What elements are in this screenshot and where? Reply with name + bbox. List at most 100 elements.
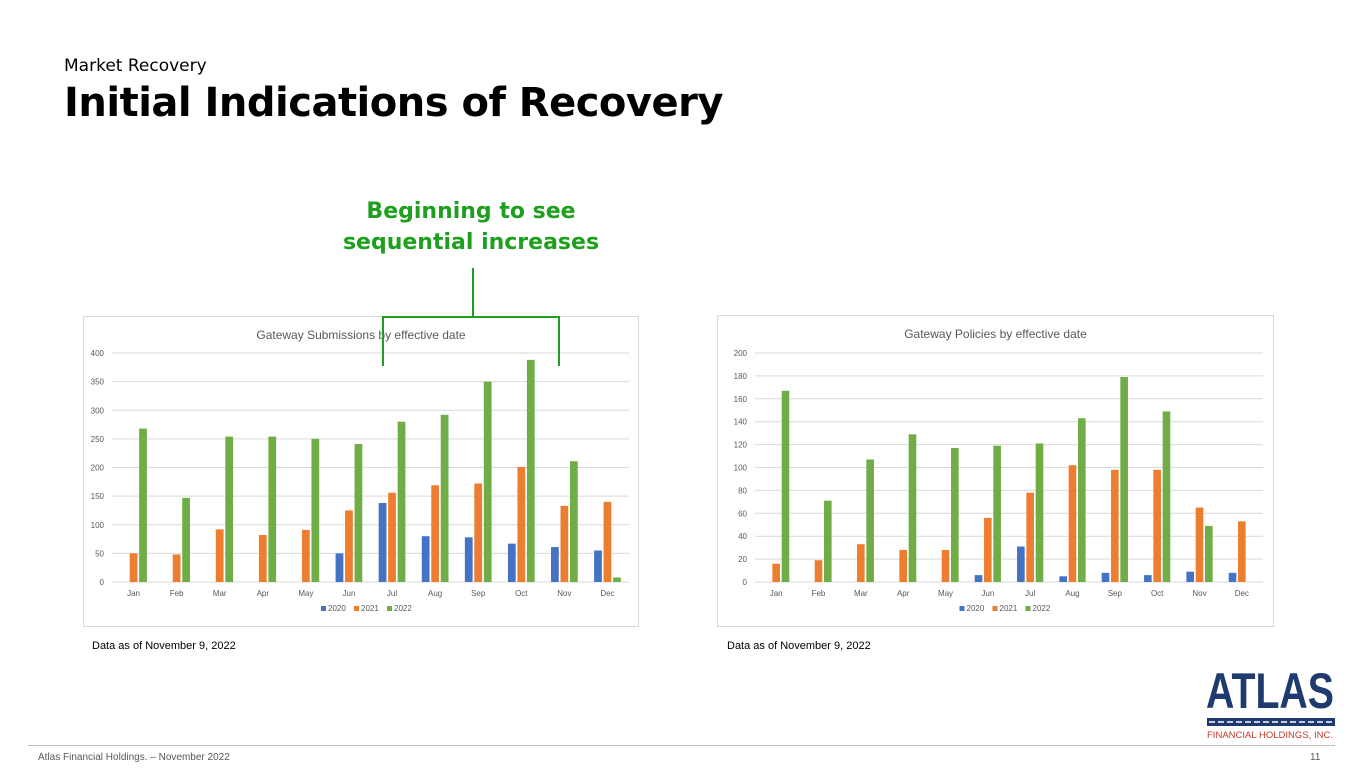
data-note-right: Data as of November 9, 2022 [727,640,871,652]
y-tick-label: 100 [91,521,105,530]
bar-2021-jul [1026,492,1034,582]
bar-2022-oct [1162,411,1171,582]
y-tick-label: 300 [91,406,105,415]
x-tick-label: Nov [557,589,571,598]
y-tick-label: 20 [738,555,747,564]
bar-2021-feb [814,560,823,582]
legend-swatch-2021 [992,606,998,611]
bar-2022-sep [483,381,492,582]
x-tick-label: Apr [897,589,910,598]
bar-2022-jul [1035,443,1044,582]
x-tick-label: Nov [1192,589,1206,598]
legend-label-2022: 2022 [1033,604,1051,613]
bar-2021-mar [857,544,865,582]
x-tick-label: Mar [854,589,868,598]
bar-2021-sep [1111,469,1119,582]
y-tick-label: 160 [734,395,748,404]
bar-2022-nov [569,461,578,582]
bar-2021-sep [474,483,483,582]
page-title: Initial Indications of Recovery [64,80,723,126]
bar-2021-nov [1195,507,1204,582]
bar-2022-may [951,448,959,582]
bar-2022-apr [268,436,277,582]
x-tick-label: Aug [1065,589,1079,598]
legend-swatch-2020 [321,606,326,611]
x-tick-label: Jun [981,589,994,598]
bar-2022-aug [440,414,449,582]
y-tick-label: 120 [734,441,748,450]
y-tick-label: 200 [91,464,105,473]
x-tick-label: Oct [515,589,528,598]
legend-label-2022: 2022 [394,604,412,613]
bar-2021-mar [215,529,224,582]
y-tick-label: 150 [91,492,105,501]
bar-2022-oct [526,359,535,582]
bar-2020-jun [974,575,983,582]
legend-label-2021: 2021 [361,604,379,613]
x-tick-label: Jan [770,589,783,598]
bar-2021-apr [899,549,907,582]
x-tick-label: Sep [471,589,486,598]
bar-2020-nov [1186,571,1194,582]
x-tick-label: Oct [1151,589,1164,598]
y-tick-label: 50 [95,549,104,558]
x-tick-label: Jun [343,589,356,598]
bar-2022-feb [182,497,190,582]
bar-2021-dec [1238,521,1246,582]
bar-2022-nov [1205,525,1213,582]
bar-2021-nov [560,505,569,582]
legend-swatch-2022 [1025,606,1031,611]
legend-label-2020: 2020 [967,604,985,613]
y-tick-label: 140 [734,418,748,427]
x-tick-label: Jul [1025,589,1035,598]
y-tick-label: 180 [734,372,748,381]
x-tick-label: Dec [600,589,614,598]
footer-divider [28,745,1335,746]
legend-swatch-2020 [959,606,965,611]
bar-2020-sep [1101,572,1110,582]
bar-2022-apr [908,434,917,582]
data-note-left: Data as of November 9, 2022 [92,640,236,652]
bar-2022-jun [354,444,363,582]
y-tick-label: 0 [743,578,748,587]
bar-2020-oct [1144,575,1152,582]
y-tick-label: 60 [738,509,747,518]
bar-2021-aug [431,485,440,582]
bar-2021-dec [603,501,612,582]
x-tick-label: Mar [213,589,227,598]
callout-line-2: sequential increases [342,230,600,255]
x-tick-label: Feb [170,589,184,598]
bar-2020-sep [464,537,473,582]
chart-title: Gateway Policies by effective date [904,327,1087,341]
atlas-logo: ATLAS FINANCIAL HOLDINGS, INC. [1206,663,1335,740]
bar-2021-jan [772,563,780,582]
x-tick-label: May [298,589,313,598]
y-tick-label: 40 [738,532,747,541]
bar-2022-jan [781,390,790,582]
bar-2022-may [311,438,320,582]
bar-2022-jan [139,428,147,582]
bar-2022-jul [397,421,406,582]
logo-road [1207,718,1335,726]
policies-chart: Gateway Policies by effective date 0 20 40 6… [717,315,1274,627]
bar-2021-jun [345,510,353,582]
bar-2022-mar [866,459,874,582]
x-tick-label: Jul [387,589,397,598]
bar-2020-nov [551,547,559,582]
bar-2021-may [301,529,310,582]
legend-swatch-2021 [354,606,359,611]
legend-label-2020: 2020 [328,604,346,613]
bar-2020-aug [1059,576,1067,582]
y-tick-label: 80 [738,486,747,495]
bar-2020-dec [1228,572,1237,582]
y-tick-label: 350 [91,378,105,387]
x-tick-label: Jan [127,589,140,598]
bar-2022-aug [1078,418,1086,582]
x-tick-label: Apr [257,589,270,598]
logo-subtitle: FINANCIAL HOLDINGS, INC. [1207,730,1333,740]
y-tick-label: 400 [91,349,105,358]
x-tick-label: Sep [1108,589,1123,598]
bar-2022-mar [225,436,234,582]
bar-2021-jun [984,517,992,582]
bar-2020-jul [378,502,387,582]
